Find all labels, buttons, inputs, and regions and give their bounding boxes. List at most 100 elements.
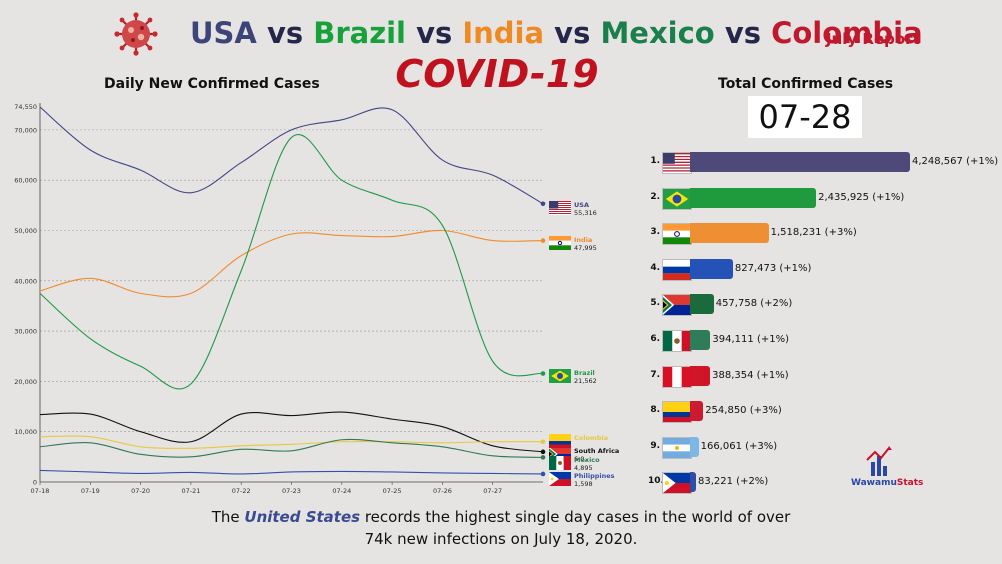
india-flag-icon	[549, 236, 571, 250]
bar-rank: 1.	[650, 156, 660, 166]
y-tick-label: 70,000	[14, 126, 37, 134]
series-name-label: South Africa	[574, 447, 619, 455]
bar-rank: 8.	[650, 405, 660, 416]
y-top-label: 74,550	[14, 103, 37, 111]
bar-fill	[690, 365, 711, 386]
x-tick-label: 07-23	[282, 487, 301, 495]
series-name-label: USA	[574, 201, 589, 209]
bar-value-label: 254,850 (+3%)	[705, 405, 782, 417]
brand-name-part2: Stats	[896, 478, 924, 488]
title-part: vs	[544, 16, 601, 50]
usa-flag-icon	[662, 152, 692, 174]
southafrica-flag-icon	[662, 294, 692, 317]
y-tick-label: 40,000	[14, 277, 37, 285]
series-end-point	[540, 201, 546, 207]
series-end-point	[540, 371, 546, 376]
x-tick-label: 07-21	[181, 487, 200, 495]
colombia-flag-icon	[549, 434, 571, 448]
series-line-philippines	[39, 469, 544, 475]
x-tick-label: 07-24	[332, 487, 351, 495]
series-line-south-africa	[39, 411, 544, 453]
bar-fill	[690, 472, 696, 493]
series-end-point	[540, 455, 546, 460]
y-tick-label: 20,000	[14, 378, 37, 386]
bar-value-label: 83,221 (+2%)	[698, 476, 769, 488]
x-tick-label: 07-18	[31, 487, 50, 495]
bar-fill	[690, 401, 704, 422]
series-value-label: 4,895	[574, 464, 593, 472]
footer-highlight: United States	[244, 508, 361, 526]
bar-value-label: 388,354 (+1%)	[712, 369, 789, 381]
line-chart: 0 10,000 20,000 30,000 40,000 50,000 60,000 70,…	[14, 103, 619, 495]
y-tick-label: 0	[33, 479, 37, 487]
series-line-mexico	[39, 438, 544, 458]
page-title: USA vs Brazil vs India vs Mexico vs Colo…	[190, 16, 923, 50]
series-end-point	[540, 238, 546, 243]
brand-name: WawamuStats	[851, 478, 923, 488]
series-value-label: 1,598	[574, 480, 593, 488]
india-flag-icon	[662, 223, 692, 246]
series-value-label: 55,316	[574, 209, 597, 217]
philippines-flag-icon	[662, 472, 692, 495]
bar-value-label: 827,473 (+1%)	[734, 262, 812, 274]
y-tick-label: 50,000	[14, 227, 37, 235]
covid-subtitle: COVID-19	[395, 52, 599, 96]
bar-fill	[690, 152, 910, 172]
chart-title: Daily New Confirmed Cases	[104, 76, 320, 92]
series-line-colombia	[39, 435, 544, 449]
title-part: India	[462, 16, 545, 50]
philippines-flag-icon	[549, 472, 571, 486]
bar-value-label: 2,435,925 (+1%)	[818, 191, 905, 203]
series-value-label: 6,0..	[574, 455, 588, 463]
series-end-point	[540, 471, 546, 477]
footer-line-2: 74k new infections on July 18, 2020.	[364, 530, 638, 548]
bar-value-label: 1,518,231 (+3%)	[770, 227, 857, 239]
report-tag: July Report	[826, 30, 920, 48]
russia-flag-icon	[662, 258, 692, 281]
series-name-label: Philippines	[574, 472, 615, 480]
wawamu-chart-icon	[866, 446, 892, 476]
title-part: Colombia	[771, 16, 923, 50]
bar-fill	[690, 187, 817, 208]
brazil-flag-icon	[662, 187, 692, 210]
series-line-brazil	[39, 134, 544, 390]
brazil-flag-icon	[549, 369, 571, 383]
mexico-flag-icon	[549, 456, 571, 470]
y-tick-label: 10,000	[14, 428, 37, 436]
bar-value-label: 166,061 (+3%)	[700, 440, 778, 452]
y-tick-label: 30,000	[14, 328, 37, 336]
x-tick-label: 07-26	[433, 487, 452, 495]
bar-fill	[690, 330, 711, 350]
bar-rank: 5.	[650, 298, 660, 309]
footer-text: The	[211, 508, 245, 526]
bar-rank: 3.	[650, 227, 660, 238]
x-tick-label: 07-20	[131, 487, 150, 495]
bar-rank: 10.	[648, 476, 664, 487]
virus-icon	[114, 12, 158, 56]
x-tick-label: 07-22	[232, 487, 251, 495]
mexico-flag-icon	[662, 330, 692, 352]
header: USA vs Brazil vs India vs Mexico vs Colo…	[0, 12, 1002, 56]
x-tick-label: 07-19	[81, 487, 100, 495]
bar-fill	[690, 436, 699, 457]
bar-value-label: 4,248,567 (+1%)	[912, 156, 999, 167]
series-value-label: 21,562	[574, 377, 597, 385]
title-part: vs	[406, 16, 463, 50]
series-value-label: 47,995	[574, 244, 597, 252]
series-name-label: Mexico	[574, 456, 600, 464]
series-line-usa	[39, 106, 544, 205]
title-part: vs	[256, 16, 314, 50]
bar-fill	[690, 294, 714, 315]
series-end-point	[540, 439, 546, 445]
title-part: Brazil	[313, 16, 406, 50]
bar-rank: 9.	[650, 440, 660, 451]
argentina-flag-icon	[662, 436, 692, 459]
peru-flag-icon	[662, 365, 692, 388]
x-tick-label: 07-25	[383, 487, 402, 495]
series-line-india	[39, 229, 544, 298]
bar-rank: 6.	[650, 334, 660, 344]
footer-text: records the highest single day cases in …	[360, 508, 791, 526]
bar-rank: 7.	[650, 369, 660, 380]
bar-value-label: 457,758 (+2%)	[715, 298, 793, 310]
series-end-point	[540, 449, 546, 455]
